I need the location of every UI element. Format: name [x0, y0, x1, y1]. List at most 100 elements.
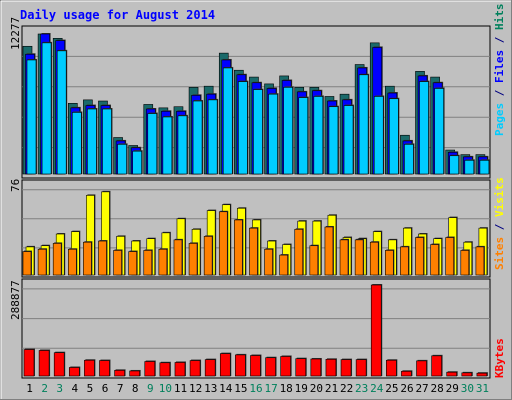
bar-pages-day-30 [464, 160, 475, 175]
bar-kbytes-day-27 [416, 360, 427, 377]
bar-sites-day-28 [430, 244, 439, 276]
bar-pages-day-13 [207, 99, 218, 175]
x-tick-day-10: 10 [159, 382, 172, 395]
x-tick-day-16: 16 [249, 382, 262, 395]
bar-pages-day-25 [389, 98, 399, 175]
bar-sites-day-31 [475, 246, 485, 276]
bottom-y-tick-label: 288877 [9, 280, 22, 320]
x-tick-day-14: 14 [219, 382, 233, 395]
bar-pages-day-15 [238, 81, 248, 175]
bar-kbytes-day-2 [38, 350, 50, 377]
axis-label-segment: Hits [493, 4, 506, 31]
sites-visits-axis-label: Sites / Visits [493, 177, 506, 270]
x-tick-day-13: 13 [204, 382, 217, 395]
bar-kbytes-day-3 [53, 352, 65, 377]
axis-label-segment: / [493, 217, 506, 237]
bar-kbytes-day-20 [310, 358, 322, 377]
x-tick-day-9: 9 [147, 382, 154, 395]
bar-sites-day-12 [188, 243, 198, 276]
bar-sites-day-5 [83, 241, 92, 276]
bar-kbytes-day-15 [235, 354, 246, 377]
bar-kbytes-day-13 [204, 359, 216, 377]
x-tick-day-30: 30 [461, 382, 474, 395]
bar-sites-day-10 [158, 248, 168, 276]
axis-label-segment: / [493, 83, 506, 103]
bar-pages-day-14 [222, 67, 233, 175]
bar-sites-day-1 [22, 251, 32, 276]
x-tick-day-23: 23 [355, 382, 368, 395]
bar-sites-day-6 [98, 240, 107, 276]
x-tick-day-1: 1 [26, 382, 33, 395]
bar-sites-day-7 [113, 250, 122, 276]
x-tick-day-5: 5 [87, 382, 94, 395]
bar-kbytes-day-18 [280, 356, 291, 377]
bar-pages-day-18 [283, 87, 293, 175]
x-tick-day-7: 7 [117, 382, 124, 395]
panel-hits-files-pages: 12277 Pages / Files / Hits [9, 4, 506, 179]
x-tick-day-31: 31 [476, 382, 489, 395]
axis-label-segment: Sites [493, 237, 506, 270]
bar-pages-day-4 [71, 112, 82, 175]
bar-kbytes-day-19 [295, 358, 307, 377]
bar-kbytes-day-10 [159, 362, 171, 377]
bar-kbytes-day-30 [461, 372, 473, 377]
bar-kbytes-day-7 [114, 370, 125, 377]
x-tick-day-25: 25 [385, 382, 398, 395]
bar-kbytes-day-28 [431, 355, 442, 377]
bar-kbytes-day-31 [476, 372, 488, 377]
bar-pages-day-24 [373, 96, 384, 175]
bar-kbytes-day-4 [68, 367, 80, 377]
pages-files-hits-axis-label: Pages / Files / Hits [493, 4, 506, 137]
bar-sites-day-20 [309, 245, 319, 276]
bar-kbytes-day-14 [219, 353, 231, 377]
bar-kbytes-day-24 [370, 284, 382, 377]
bar-pages-day-8 [132, 150, 142, 175]
bar-pages-day-17 [268, 93, 278, 175]
x-tick-day-2: 2 [41, 382, 48, 395]
x-tick-day-6: 6 [102, 382, 109, 395]
bar-pages-day-1 [26, 59, 37, 175]
axis-label-segment: Visits [493, 177, 506, 217]
axis-label-segment: Files [493, 50, 506, 83]
bar-sites-day-2 [37, 248, 47, 276]
x-tick-day-20: 20 [310, 382, 323, 395]
bar-pages-day-7 [117, 144, 127, 175]
panel-kbytes: 288877 KBytes [9, 278, 506, 379]
bars-bot [23, 284, 488, 377]
x-tick-day-27: 27 [415, 382, 428, 395]
bar-pages-day-12 [192, 100, 203, 175]
bar-kbytes-day-25 [386, 359, 397, 377]
bar-sites-day-26 [400, 246, 409, 276]
x-tick-day-12: 12 [189, 382, 202, 395]
bar-pages-day-23 [358, 74, 369, 175]
bar-sites-day-15 [234, 219, 243, 276]
bar-pages-day-19 [298, 97, 309, 175]
bar-pages-day-27 [419, 81, 429, 175]
bar-kbytes-day-9 [144, 361, 156, 377]
bar-pages-day-29 [449, 155, 460, 175]
bar-kbytes-day-22 [340, 359, 352, 377]
bar-pages-day-28 [434, 88, 444, 175]
bar-pages-day-31 [479, 160, 490, 175]
x-tick-day-22: 22 [340, 382, 353, 395]
x-tick-day-21: 21 [325, 382, 338, 395]
axis-label-segment: / [493, 30, 506, 50]
bar-pages-day-21 [328, 106, 339, 175]
bar-kbytes-day-29 [446, 371, 458, 377]
chart-title: Daily usage for August 2014 [20, 8, 215, 22]
x-tick-day-11: 11 [174, 382, 187, 395]
x-tick-day-8: 8 [132, 382, 139, 395]
bar-pages-day-22 [343, 105, 354, 175]
bar-sites-day-23 [354, 239, 364, 276]
x-tick-day-17: 17 [264, 382, 277, 395]
axis-label-segment: KBytes [493, 338, 506, 378]
bar-kbytes-day-8 [129, 370, 140, 377]
bar-sites-day-29 [445, 237, 455, 276]
panel-visits-sites: 76 Sites / Visits [9, 177, 506, 278]
bar-sites-day-9 [143, 250, 153, 276]
bars-mid [22, 190, 488, 276]
kbytes-axis-label: KBytes [493, 338, 506, 378]
x-axis-day-labels: 1 2 3 4 5 6 7 8 9 10 11 12 13 14 15 16 17 18 19 20 21 22 23 24 2… [26, 382, 489, 395]
x-tick-day-15: 15 [234, 382, 247, 395]
